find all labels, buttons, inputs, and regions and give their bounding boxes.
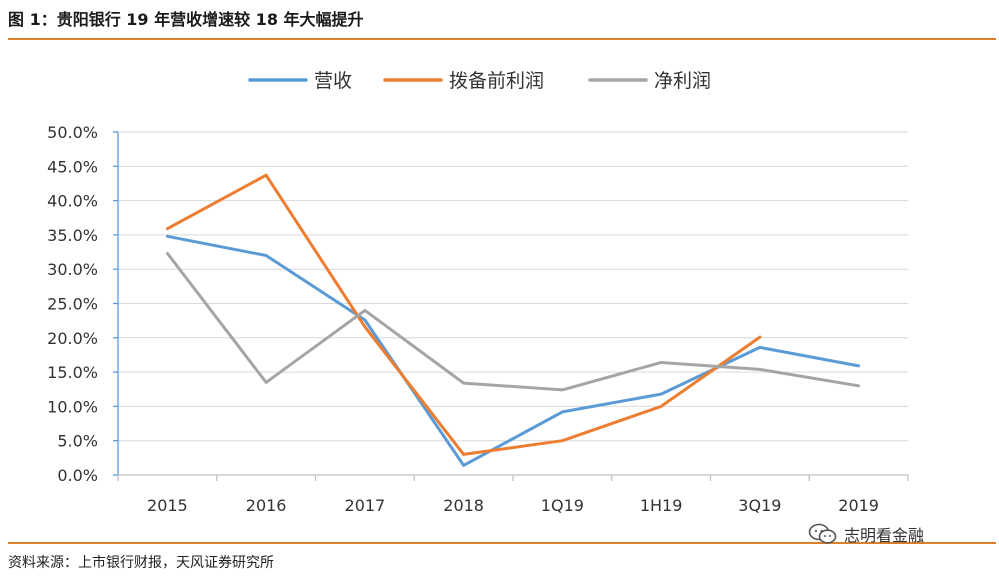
y-tick-label: 0.0% bbox=[57, 466, 98, 485]
watermark-text: 志明看金融 bbox=[844, 526, 925, 545]
y-tick-label: 40.0% bbox=[47, 192, 98, 211]
y-tick-labels: 0.0% 5.0% 10.0% 15.0% 20.0% 25.0% 30.0% 35.0% 40… bbox=[47, 123, 98, 485]
x-tick-label: 2015 bbox=[147, 496, 188, 515]
legend-label: 拨备前利润 bbox=[449, 70, 544, 92]
x-tick-label: 2017 bbox=[345, 496, 386, 515]
y-tick-label: 25.0% bbox=[47, 295, 98, 314]
x-tick-label: 2018 bbox=[443, 496, 484, 515]
y-tick-label: 20.0% bbox=[47, 329, 98, 348]
axes bbox=[113, 131, 909, 481]
bottom-rule bbox=[8, 542, 996, 544]
y-tick-label: 5.0% bbox=[57, 432, 98, 451]
y-tick-label: 50.0% bbox=[47, 123, 98, 142]
source-note: 资料来源：上市银行财报，天风证券研究所 bbox=[8, 555, 274, 571]
series-lines bbox=[165, 173, 861, 467]
series-line bbox=[165, 251, 861, 392]
x-tick-label: 3Q19 bbox=[738, 496, 781, 515]
x-tick-label: 2016 bbox=[246, 496, 287, 515]
x-tick-label: 1Q19 bbox=[541, 496, 584, 515]
legend: 营收 拨备前利润 净利润 bbox=[248, 70, 711, 92]
gridlines bbox=[118, 131, 908, 442]
figure-title: 图 1：贵阳银行 19 年营收增速较 18 年大幅提升 bbox=[8, 10, 364, 29]
x-tick-label: 2019 bbox=[838, 496, 879, 515]
line-chart: 营收 拨备前利润 净利润 0.0% 5.0% 10.0% 15.0% 20.0% 25.0% 3… bbox=[47, 70, 909, 515]
watermark: 志明看金融 bbox=[808, 522, 924, 546]
y-tick-label: 30.0% bbox=[47, 260, 98, 279]
x-tick-labels: 2015 2016 2017 2018 1Q19 1H19 3Q19 2019 bbox=[147, 496, 879, 515]
legend-label: 营收 bbox=[314, 70, 352, 92]
top-rule bbox=[8, 38, 996, 40]
series-line bbox=[165, 234, 861, 467]
series-line bbox=[165, 173, 762, 456]
y-tick-label: 45.0% bbox=[47, 157, 98, 176]
wechat-icon bbox=[808, 523, 838, 545]
legend-label: 净利润 bbox=[654, 70, 711, 92]
y-tick-label: 15.0% bbox=[47, 363, 98, 382]
x-tick-label: 1H19 bbox=[640, 496, 683, 515]
y-tick-label: 35.0% bbox=[47, 226, 98, 245]
y-tick-label: 10.0% bbox=[47, 397, 98, 416]
